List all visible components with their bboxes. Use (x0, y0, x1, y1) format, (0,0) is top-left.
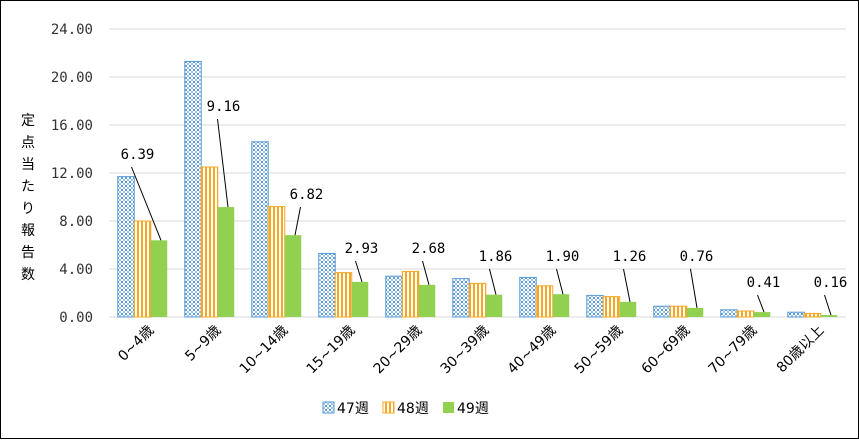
bar-49週-0~4歳 (150, 240, 168, 317)
y-tick-label: 12.00 (51, 166, 93, 182)
x-category-label: 50~59歳 (572, 323, 627, 378)
y-axis-ticks: 0.00 4.00 8.00 12.00 16.00 20.00 24.00 (51, 22, 93, 326)
x-category-label: 60~69歳 (639, 323, 694, 378)
x-category-label: 80歳以上 (774, 323, 828, 377)
bar-47週-80歳以上 (787, 311, 805, 318)
bar-47週-0~4歳 (117, 176, 135, 318)
bar-49週-30~39歳 (485, 294, 503, 317)
data-label: 1.90 (546, 249, 580, 265)
y-tick-label: 20.00 (51, 70, 93, 86)
y-axis-title: 定点当たり報告数 (21, 113, 35, 283)
y-tick-label: 16.00 (51, 118, 93, 134)
data-label: 2.93 (345, 241, 379, 257)
bar-47週-15~19歳 (318, 252, 336, 318)
bar-49週-10~14歳 (284, 235, 302, 317)
legend-swatch (443, 402, 454, 413)
leader-line (757, 294, 765, 313)
legend-label: 49週 (457, 401, 489, 417)
bar-48週-80歳以上 (803, 312, 822, 318)
bar-47週-50~59歳 (586, 294, 604, 318)
bar-48週-15~19歳 (334, 272, 353, 318)
leader-line (294, 206, 301, 236)
bar-49週-80歳以上 (820, 315, 838, 317)
legend-label: 47週 (337, 401, 369, 417)
bar-48週-20~29歳 (401, 270, 420, 318)
data-label: 6.39 (121, 147, 155, 163)
bar-48週-60~69歳 (669, 305, 688, 318)
bar-48週-10~14歳 (267, 206, 286, 318)
leader-line (355, 260, 363, 282)
x-category-label: 20~29歳 (371, 323, 426, 378)
bar-47週-30~39歳 (452, 278, 470, 318)
bar-47週-5~9歳 (184, 60, 202, 318)
leader-line (690, 268, 698, 308)
leader-line (623, 268, 631, 302)
leader-line (217, 118, 229, 208)
data-label: 0.76 (680, 249, 714, 265)
leader-line (556, 268, 564, 295)
bar-48週-70~79歳 (736, 310, 755, 318)
y-tick-label: 0.00 (59, 310, 93, 326)
data-labels: 6.39 9.16 6.82 2.93 2.68 1.86 1.90 1.26 0.76 0.41… (121, 99, 848, 316)
leader-line (131, 166, 162, 241)
leader-line (489, 268, 497, 295)
x-category-label: 70~79歳 (706, 323, 761, 378)
y-tick-label: 4.00 (59, 262, 93, 278)
legend-swatch (382, 401, 395, 414)
y-tick-label: 24.00 (51, 22, 93, 38)
data-label: 0.41 (747, 275, 781, 291)
x-axis-categories: 0~4歳 5~9歳 10~14歳 15~19歳 20~29歳 30~39歳 40~49歳 50… (115, 323, 827, 378)
bar-47週-40~49歳 (519, 276, 537, 318)
bar-49週-5~9歳 (217, 207, 235, 317)
bar-47週-20~29歳 (385, 275, 403, 318)
bar-49週-70~79歳 (753, 312, 771, 317)
x-category-label: 0~4歳 (115, 323, 157, 365)
leader-line (422, 260, 430, 285)
bar-49週-15~19歳 (351, 281, 369, 317)
data-label: 0.16 (814, 275, 848, 291)
data-label: 9.16 (207, 99, 241, 115)
bar-49週-50~59歳 (619, 301, 637, 317)
bar-47週-60~69歳 (653, 305, 671, 318)
bar-48週-40~49歳 (535, 285, 554, 318)
bar-48週-0~4歳 (133, 220, 152, 318)
x-category-label: 10~14歳 (237, 323, 292, 378)
bar-49週-20~29歳 (418, 284, 436, 317)
bar-47週-70~79歳 (720, 309, 738, 318)
bar-48週-50~59歳 (602, 296, 621, 318)
legend-swatch (322, 401, 335, 414)
legend-label: 48週 (397, 401, 429, 417)
bar-49週-40~49歳 (552, 294, 570, 317)
data-label: 1.86 (479, 249, 513, 265)
data-label: 2.68 (412, 241, 446, 257)
bar-48週-30~39歳 (468, 282, 487, 318)
legend: 47週 48週 49週 (322, 401, 489, 417)
bar-48週-5~9歳 (200, 166, 219, 318)
data-label: 1.26 (613, 249, 647, 265)
x-category-label: 15~19歳 (304, 323, 359, 378)
bar-47週-10~14歳 (251, 141, 269, 318)
y-tick-label: 8.00 (59, 214, 93, 230)
data-label: 6.82 (290, 187, 324, 203)
bars (117, 60, 838, 318)
bar-49週-60~69歳 (686, 307, 704, 317)
x-category-label: 5~9歳 (182, 323, 224, 365)
x-category-label: 30~39歳 (438, 323, 493, 378)
leader-line (824, 294, 832, 316)
x-category-label: 40~49歳 (505, 323, 560, 378)
